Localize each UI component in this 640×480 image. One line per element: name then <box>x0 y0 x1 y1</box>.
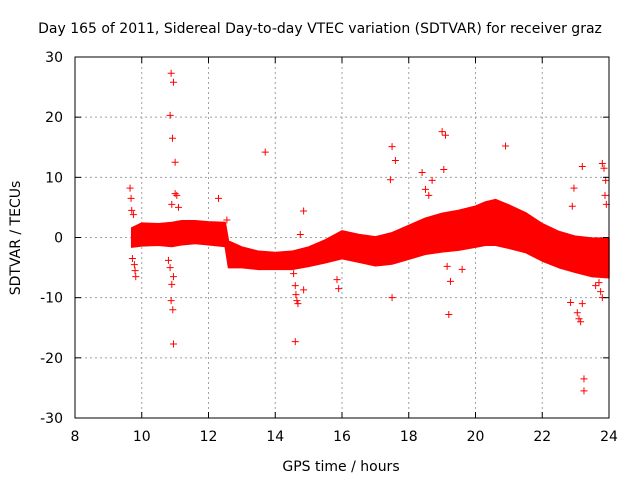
data-point <box>570 184 578 192</box>
data-point <box>600 164 608 172</box>
outlier-points <box>126 69 610 395</box>
data-point <box>126 184 134 192</box>
data-point <box>595 279 603 287</box>
data-point <box>421 185 429 193</box>
data-point <box>169 340 177 348</box>
data-point <box>173 191 181 199</box>
y-tick-labels: -30 -20 -10 0 10 20 30 <box>40 50 63 427</box>
data-point <box>292 291 300 299</box>
data-point <box>597 288 605 296</box>
y-axis-label: SDTVAR / TECUs <box>8 181 24 296</box>
data-point <box>567 298 575 306</box>
axis-ticks <box>74 56 610 419</box>
data-point <box>592 282 600 290</box>
y-tick-label: 20 <box>45 110 63 126</box>
data-point <box>388 294 396 302</box>
data-point <box>174 203 182 211</box>
data-point <box>293 297 301 305</box>
x-tick-label: 20 <box>467 429 485 445</box>
data-point <box>573 309 581 317</box>
data-point <box>168 280 176 288</box>
data-point <box>129 211 137 219</box>
data-point <box>578 300 586 308</box>
data-point <box>169 273 177 281</box>
data-point <box>167 297 175 305</box>
data-point <box>169 306 177 314</box>
data-point <box>166 264 174 272</box>
data-point <box>502 142 510 150</box>
x-tick-label: 24 <box>600 429 618 445</box>
data-point <box>577 318 585 326</box>
data-point <box>388 143 396 151</box>
data-point <box>130 261 138 269</box>
data-point <box>441 131 449 139</box>
data-point <box>128 255 136 263</box>
x-tick-label: 16 <box>333 429 351 445</box>
x-tick-label: 10 <box>133 429 151 445</box>
data-point <box>164 256 172 264</box>
data-point <box>166 111 174 119</box>
y-tick-label: -30 <box>40 411 63 427</box>
data-point <box>291 338 299 346</box>
data-point <box>580 375 588 383</box>
data-point <box>127 194 135 202</box>
x-tick-label: 18 <box>400 429 418 445</box>
data-point <box>167 69 175 77</box>
data-point <box>223 216 231 224</box>
x-axis-label: GPS time / hours <box>282 459 399 475</box>
data-point <box>386 176 394 184</box>
data-point <box>446 277 454 285</box>
data-point <box>294 300 302 308</box>
data-point <box>418 169 426 177</box>
data-point <box>261 148 269 156</box>
data-point <box>169 78 177 86</box>
data-point <box>425 191 433 199</box>
data-point <box>215 194 223 202</box>
x-tick-label: 12 <box>200 429 218 445</box>
data-point <box>428 176 436 184</box>
data-point <box>290 270 298 278</box>
data-point <box>568 202 576 210</box>
data-band <box>130 198 610 279</box>
data-point <box>335 285 343 293</box>
y-tick-label: -20 <box>40 351 63 367</box>
data-point <box>438 128 446 136</box>
data-point <box>440 166 448 174</box>
data-band-area <box>130 198 610 279</box>
y-tick-label: 0 <box>54 231 63 247</box>
data-point <box>168 134 176 142</box>
data-point <box>132 273 140 281</box>
data-point <box>171 158 179 166</box>
data-point <box>445 311 453 319</box>
x-tick-label: 22 <box>533 429 551 445</box>
data-point <box>578 163 586 171</box>
data-point <box>300 207 308 215</box>
x-tick-label: 14 <box>266 429 284 445</box>
data-point <box>171 190 179 198</box>
x-tick-label: 8 <box>71 429 80 445</box>
data-point <box>291 282 299 290</box>
y-tick-label: 30 <box>45 50 63 66</box>
data-point <box>391 156 399 164</box>
data-point <box>131 267 139 275</box>
data-point <box>168 200 176 208</box>
x-tick-labels: 8 10 12 14 16 18 20 22 24 <box>71 429 618 445</box>
chart-title: Day 165 of 2011, Sidereal Day-to-day VTE… <box>38 21 602 37</box>
data-point <box>602 176 610 184</box>
data-point <box>333 276 341 284</box>
data-point <box>300 286 308 294</box>
y-tick-label: -10 <box>40 291 63 307</box>
y-tick-label: 10 <box>45 170 63 186</box>
data-point <box>458 265 466 273</box>
data-point <box>443 262 451 270</box>
data-point <box>598 159 606 167</box>
data-point <box>601 191 609 199</box>
data-point <box>296 230 304 238</box>
data-point <box>580 387 588 395</box>
data-point <box>128 206 136 214</box>
data-point <box>575 315 583 323</box>
